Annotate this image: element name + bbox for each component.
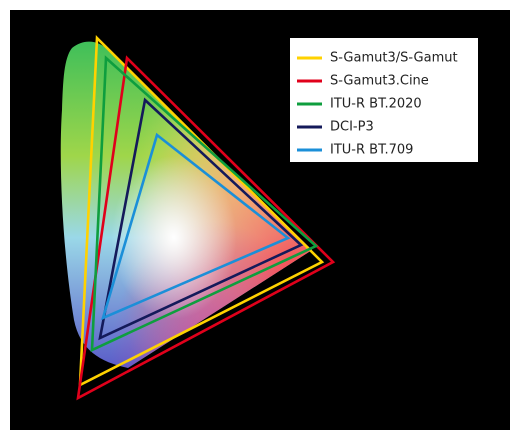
legend-label: DCI-P3 <box>330 120 374 135</box>
gamut-triangle <box>90 55 319 353</box>
gamut-triangle <box>76 55 336 401</box>
gamut-triangle <box>98 97 304 341</box>
spectral-locus <box>60 41 313 368</box>
gamut-triangles <box>76 35 336 401</box>
legend-label: ITU-R BT.2020 <box>330 97 422 112</box>
legend-label: ITU-R BT.709 <box>330 143 413 158</box>
legend-label: S-Gamut3.Cine <box>330 74 429 89</box>
gamut-triangle <box>100 132 291 321</box>
legend-label: S-Gamut3/S-Gamut <box>330 51 458 66</box>
legend: S-Gamut3/S-Gamut S-Gamut3.Cine ITU-R BT.20… <box>297 51 458 158</box>
